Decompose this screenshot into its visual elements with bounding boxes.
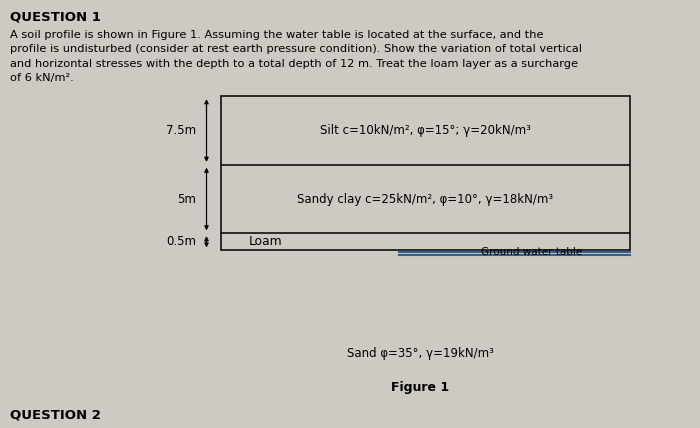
Text: Sandy clay c=25kN/m², φ=10°, γ=18kN/m³: Sandy clay c=25kN/m², φ=10°, γ=18kN/m³ — [298, 193, 553, 205]
Text: 5m: 5m — [177, 193, 196, 205]
Text: 0.5m: 0.5m — [166, 235, 196, 248]
Text: Ground water table: Ground water table — [482, 247, 582, 257]
Text: Figure 1: Figure 1 — [391, 381, 449, 394]
Text: 7.5m: 7.5m — [166, 124, 196, 137]
Text: A soil profile is shown in Figure 1. Assuming the water table is located at the : A soil profile is shown in Figure 1. Ass… — [10, 30, 582, 83]
Text: QUESTION 1: QUESTION 1 — [10, 11, 102, 24]
Text: Silt c=10kN/m², φ=15°; γ=20kN/m³: Silt c=10kN/m², φ=15°; γ=20kN/m³ — [320, 124, 531, 137]
Text: Sand φ=35°, γ=19kN/m³: Sand φ=35°, γ=19kN/m³ — [346, 347, 494, 360]
Text: Loam: Loam — [248, 235, 282, 248]
Text: QUESTION 2: QUESTION 2 — [10, 409, 102, 422]
